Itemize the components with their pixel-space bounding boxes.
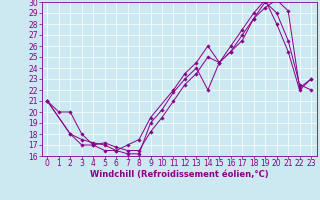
X-axis label: Windchill (Refroidissement éolien,°C): Windchill (Refroidissement éolien,°C) bbox=[90, 170, 268, 179]
